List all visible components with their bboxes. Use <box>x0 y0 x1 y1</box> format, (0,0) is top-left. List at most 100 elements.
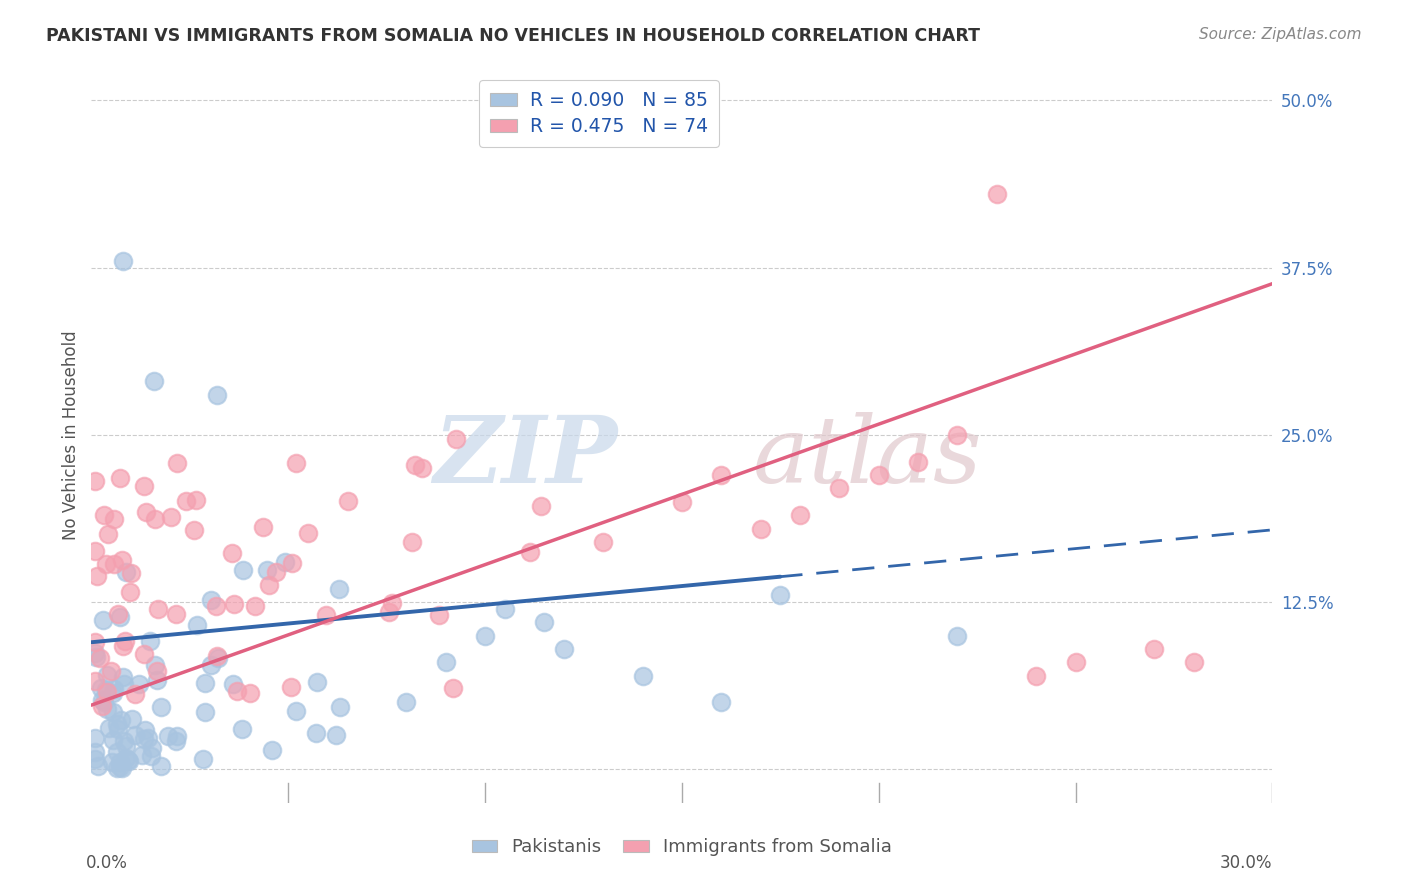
Point <box>118 754 141 768</box>
Point <box>132 732 155 747</box>
Point <box>165 734 187 748</box>
Point <box>149 759 172 773</box>
Point <box>427 607 450 622</box>
Point <box>108 760 131 774</box>
Point <box>131 748 153 763</box>
Point <box>946 427 969 442</box>
Point <box>84 752 107 766</box>
Point <box>159 509 181 524</box>
Y-axis label: No Vehicles in Household: No Vehicles in Household <box>62 330 80 540</box>
Point <box>1025 669 1047 683</box>
Point <box>226 683 249 698</box>
Point <box>1064 655 1087 669</box>
Point <box>114 634 136 648</box>
Text: Source: ZipAtlas.com: Source: ZipAtlas.com <box>1198 27 1361 42</box>
Point <box>165 607 187 621</box>
Point <box>986 186 1008 201</box>
Point <box>441 681 464 696</box>
Point <box>631 669 654 683</box>
Point <box>166 456 188 470</box>
Point <box>434 655 457 669</box>
Point <box>112 733 135 747</box>
Point <box>377 605 399 619</box>
Point <box>285 704 308 718</box>
Point <box>411 461 433 475</box>
Point <box>96 682 118 697</box>
Point <box>328 582 350 596</box>
Point <box>207 387 229 401</box>
Point <box>103 686 125 700</box>
Point <box>184 493 207 508</box>
Point <box>93 695 115 709</box>
Point <box>529 500 551 514</box>
Point <box>91 613 114 627</box>
Point <box>84 731 107 745</box>
Point <box>205 599 228 613</box>
Point <box>207 650 229 665</box>
Point <box>592 534 614 549</box>
Point <box>90 699 112 714</box>
Point <box>98 721 121 735</box>
Point <box>257 578 280 592</box>
Point <box>100 664 122 678</box>
Point <box>157 729 180 743</box>
Point <box>87 758 110 772</box>
Point <box>710 696 733 710</box>
Point <box>124 687 146 701</box>
Point <box>121 712 143 726</box>
Point <box>124 728 146 742</box>
Point <box>105 745 128 759</box>
Point <box>194 676 217 690</box>
Point <box>132 647 155 661</box>
Point <box>749 521 772 535</box>
Point <box>395 696 418 710</box>
Point <box>381 596 404 610</box>
Point <box>305 726 328 740</box>
Point <box>174 494 197 508</box>
Point <box>222 598 245 612</box>
Point <box>280 556 302 570</box>
Point <box>105 716 128 731</box>
Point <box>828 482 851 496</box>
Point <box>789 508 811 523</box>
Point <box>89 650 111 665</box>
Point <box>111 553 134 567</box>
Point <box>166 729 188 743</box>
Text: ZIP: ZIP <box>433 412 617 502</box>
Point <box>446 432 468 446</box>
Point <box>143 658 166 673</box>
Point <box>103 681 125 696</box>
Point <box>143 511 166 525</box>
Point <box>118 585 141 599</box>
Point <box>84 745 107 759</box>
Point <box>325 728 347 742</box>
Point <box>101 733 124 747</box>
Point <box>91 692 114 706</box>
Point <box>205 649 228 664</box>
Point <box>111 761 134 775</box>
Point <box>86 569 108 583</box>
Point <box>96 668 118 682</box>
Point <box>97 527 120 541</box>
Point <box>141 741 163 756</box>
Point <box>146 665 169 679</box>
Point <box>105 760 128 774</box>
Point <box>112 670 135 684</box>
Point <box>108 471 131 485</box>
Text: atlas: atlas <box>752 412 983 502</box>
Point <box>494 601 516 615</box>
Point <box>183 523 205 537</box>
Point <box>186 618 208 632</box>
Point <box>96 702 118 716</box>
Point <box>200 593 222 607</box>
Point <box>132 479 155 493</box>
Point <box>96 685 118 699</box>
Text: 0.0%: 0.0% <box>86 855 128 872</box>
Point <box>128 677 150 691</box>
Point <box>519 545 541 559</box>
Point <box>868 467 890 482</box>
Point <box>117 753 139 767</box>
Point <box>285 456 308 470</box>
Point <box>200 658 222 673</box>
Point <box>1182 655 1205 669</box>
